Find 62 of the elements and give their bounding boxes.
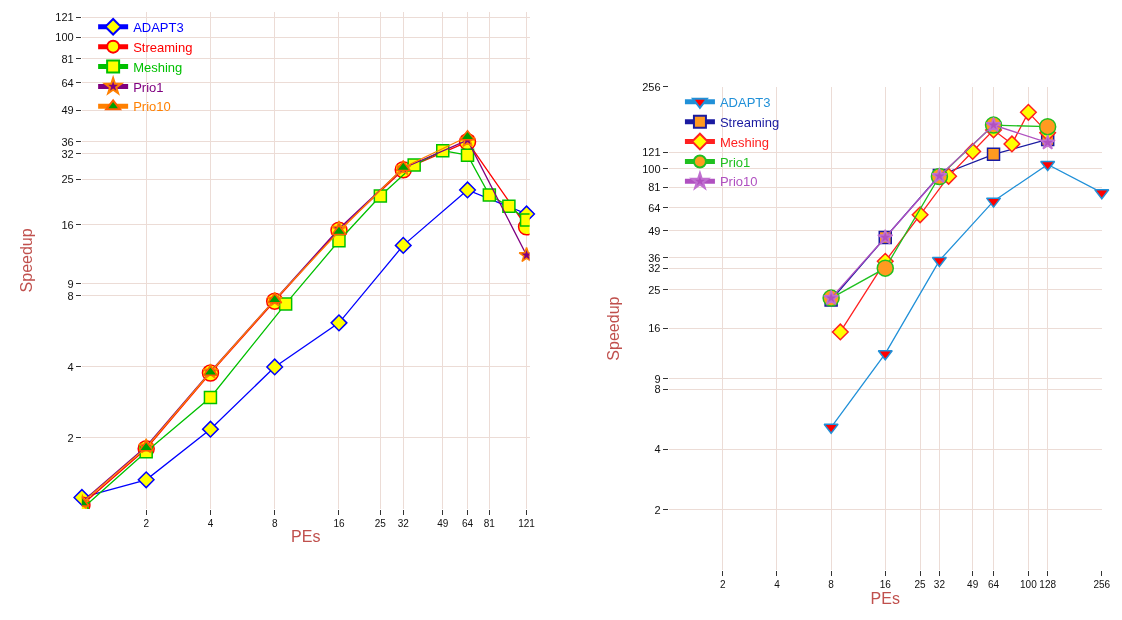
x-tick-label: 16 xyxy=(879,579,892,591)
y-tick-label: 2 xyxy=(67,431,74,444)
legend-label: Meshing xyxy=(719,134,770,150)
y-tick-label: 4 xyxy=(654,443,661,456)
legend-label: ADAPT3 xyxy=(133,19,184,35)
y-tick-label: 49 xyxy=(61,104,74,117)
x-tick-label: 32 xyxy=(933,579,946,591)
x-tick-label: 81 xyxy=(483,518,496,530)
y-tick-label: 100 xyxy=(55,30,74,43)
x-tick-label: 2 xyxy=(720,579,727,591)
y-tick-label: 8 xyxy=(67,289,74,302)
x-tick-label: 256 xyxy=(1093,579,1111,591)
y-tick-label: 25 xyxy=(61,173,74,185)
x-tick-label: 16 xyxy=(333,518,345,530)
y-tick-label: 25 xyxy=(648,283,661,296)
legend-label: Prio10 xyxy=(133,99,171,115)
y-tick-label: 32 xyxy=(648,262,661,274)
y-tick-label: 100 xyxy=(642,162,661,175)
x-tick-label: 25 xyxy=(914,579,927,591)
legend-label: Streaming xyxy=(719,114,780,130)
y-tick-label: 121 xyxy=(55,11,74,24)
y-tick-label: 64 xyxy=(648,201,661,214)
legend-label: Prio1 xyxy=(133,79,164,95)
y-tick-label: 16 xyxy=(61,218,74,231)
legend-label: Prio1 xyxy=(719,154,751,170)
x-tick-label: 2 xyxy=(143,518,150,530)
y-tick-label: 64 xyxy=(61,76,74,89)
x-tick-label: 4 xyxy=(774,579,781,591)
x-axis-title: PEs xyxy=(870,590,900,608)
x-tick-label: 25 xyxy=(374,518,387,530)
legend-label: ADAPT3 xyxy=(719,94,771,110)
x-tick-label: 64 xyxy=(987,579,1000,591)
y-tick-label: 256 xyxy=(642,80,661,93)
y-tick-label: 9 xyxy=(67,277,74,290)
y-tick-label: 8 xyxy=(654,382,661,395)
y-tick-label: 49 xyxy=(648,224,661,237)
y-tick-label: 4 xyxy=(67,360,74,373)
x-axis-title: PEs xyxy=(291,527,321,545)
y-tick-label: 16 xyxy=(648,322,661,335)
x-tick-label: 32 xyxy=(397,518,410,530)
y-tick-label: 36 xyxy=(648,251,661,264)
x-tick-label: 8 xyxy=(271,518,278,530)
y-tick-label: 2 xyxy=(654,503,661,516)
y-tick-label: 32 xyxy=(61,147,74,160)
y-tick-label: 121 xyxy=(642,146,661,158)
x-tick-label: 64 xyxy=(461,518,474,530)
y-tick-label: 36 xyxy=(61,135,74,148)
legend-label: Streaming xyxy=(133,39,193,55)
y-tick-label: 81 xyxy=(648,181,661,194)
x-tick-label: 8 xyxy=(828,579,835,591)
x-tick-label: 49 xyxy=(967,579,979,591)
y-axis-title: Speedup xyxy=(18,228,36,293)
x-tick-label: 49 xyxy=(437,518,449,530)
y-tick-label: 9 xyxy=(654,372,661,385)
x-tick-label: 100 xyxy=(1020,579,1038,591)
x-tick-label: 128 xyxy=(1039,579,1057,591)
x-tick-label: 4 xyxy=(207,518,214,530)
y-tick-label: 81 xyxy=(61,52,74,65)
legend-label: Meshing xyxy=(133,59,183,75)
y-axis-title: Speedup xyxy=(605,296,623,361)
legend-label: Prio10 xyxy=(719,174,758,190)
x-tick-label: 121 xyxy=(518,518,536,530)
